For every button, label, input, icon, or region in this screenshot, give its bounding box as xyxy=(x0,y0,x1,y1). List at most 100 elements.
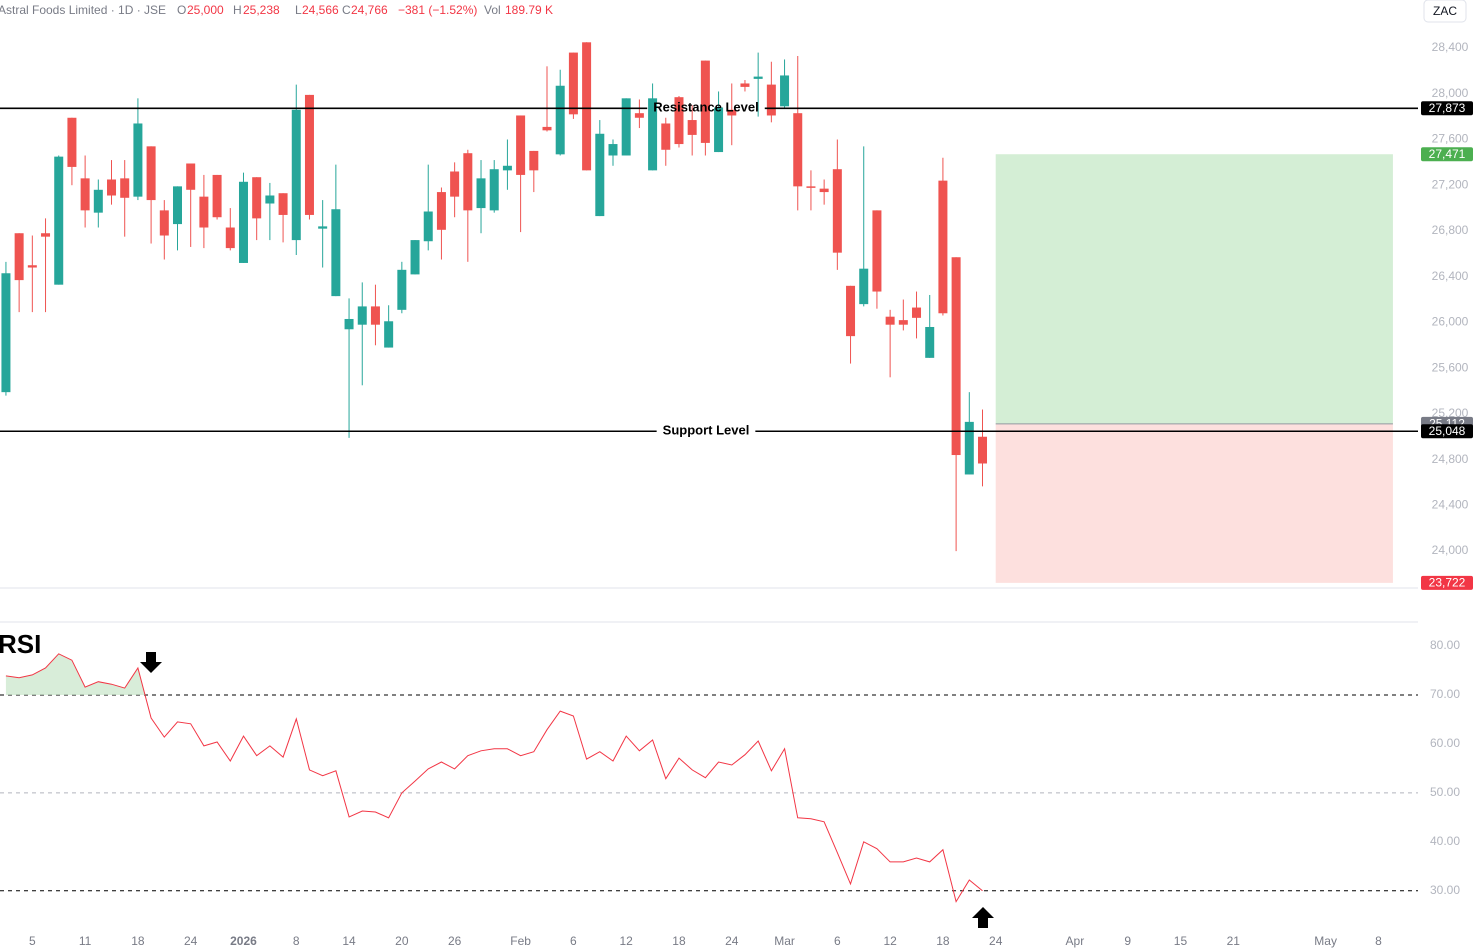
rsi-tick-label: 40.00 xyxy=(1430,834,1460,848)
y-tick-label: 24,400 xyxy=(1432,498,1469,512)
candle-body xyxy=(133,123,143,197)
candle-body xyxy=(291,109,301,241)
candle-body xyxy=(1,273,11,393)
candle-body xyxy=(951,257,961,456)
currency[interactable]: ZAC xyxy=(1433,4,1457,18)
candle-body xyxy=(41,233,51,237)
candle-body xyxy=(14,233,24,281)
candle-body xyxy=(423,211,433,242)
x-tick-label: 21 xyxy=(1227,934,1241,948)
candle-body xyxy=(67,117,77,167)
price-tag xyxy=(1421,147,1473,162)
candle-body xyxy=(661,123,671,150)
close: 24,766 xyxy=(351,3,388,17)
x-tick-label: Mar xyxy=(774,934,795,948)
open: 25,000 xyxy=(187,3,224,17)
candle-body xyxy=(331,209,341,297)
rsi-tick-label: 70.00 xyxy=(1430,687,1460,701)
candle-body xyxy=(674,97,684,145)
overlays: Resistance Level Support Level xyxy=(0,100,1418,438)
level-label: Resistance Level xyxy=(653,100,759,115)
candle-body xyxy=(476,178,486,209)
y-tick-label: 26,400 xyxy=(1432,269,1469,283)
candle-body xyxy=(252,177,262,219)
candle-body xyxy=(846,285,856,337)
candle-body xyxy=(898,320,908,325)
price-tag-label: 23,722 xyxy=(1429,576,1466,590)
candle-body xyxy=(859,268,869,305)
candle-body xyxy=(806,186,816,188)
price-tag-label: 27,471 xyxy=(1429,147,1466,161)
candle-body xyxy=(120,178,130,198)
candle-body xyxy=(463,153,473,211)
candle-body xyxy=(516,115,526,175)
candle-body xyxy=(780,75,790,107)
candle-body xyxy=(146,146,156,201)
candle-body xyxy=(582,42,592,171)
rsi-tick-label: 80.00 xyxy=(1430,638,1460,652)
l-label: L xyxy=(295,3,302,17)
arrow-up xyxy=(972,907,994,928)
y-tick-label: 24,000 xyxy=(1432,543,1469,557)
volume: 189.79 K xyxy=(505,3,553,17)
candle-body xyxy=(621,98,631,156)
candle-body xyxy=(410,240,420,275)
price-tag xyxy=(1421,101,1473,116)
candle-body xyxy=(225,227,235,249)
candle-body xyxy=(489,169,499,211)
x-tick-label: 24 xyxy=(184,934,198,948)
candle-body xyxy=(595,133,605,217)
candle-body xyxy=(753,76,763,79)
candles xyxy=(1,42,988,552)
candle-body xyxy=(436,192,446,230)
rsi-title: RSI xyxy=(0,629,41,659)
candle-body xyxy=(186,163,196,190)
price-tag-label: 27,873 xyxy=(1429,101,1466,115)
candle-body xyxy=(265,195,275,204)
y-tick-label: 26,800 xyxy=(1432,223,1469,237)
candle-body xyxy=(978,436,988,464)
y-tick-label: 25,600 xyxy=(1432,360,1469,374)
candle-body xyxy=(159,210,169,236)
candle-body xyxy=(357,306,367,325)
price-tag xyxy=(1421,424,1473,439)
candle-body xyxy=(370,306,380,325)
candle-body xyxy=(80,178,90,211)
y-tick-label: 26,000 xyxy=(1432,315,1469,329)
rsi-tick-label: 30.00 xyxy=(1430,883,1460,897)
candle-body xyxy=(172,186,182,225)
candle-body xyxy=(832,169,842,253)
arrow-down xyxy=(140,652,162,673)
candle-body xyxy=(925,326,935,358)
x-tick-label: 18 xyxy=(672,934,686,948)
candle-body xyxy=(502,165,512,171)
rsi-tick-label: 60.00 xyxy=(1430,736,1460,750)
x-tick-label: 8 xyxy=(293,934,300,948)
candle-body xyxy=(529,150,539,171)
candle-body xyxy=(568,52,578,115)
candle-body xyxy=(608,144,618,156)
x-tick-label: 18 xyxy=(131,934,145,948)
candle-body xyxy=(938,180,948,314)
candle-body xyxy=(793,113,803,187)
x-tick-label: 5 xyxy=(29,934,36,948)
change: −381 (−1.52%) xyxy=(398,3,477,17)
rsi-tick-label: 50.00 xyxy=(1430,785,1460,799)
y-tick-label: 28,000 xyxy=(1432,86,1469,100)
x-tick-label: 12 xyxy=(883,934,897,948)
currency-box[interactable] xyxy=(1423,0,1467,23)
y-tick-label: 25,200 xyxy=(1432,406,1469,420)
x-tick-label: 8 xyxy=(1375,934,1382,948)
candle-body xyxy=(238,181,248,263)
candle-body xyxy=(27,265,37,268)
currency-button[interactable]: ZAC xyxy=(1423,0,1467,23)
level-label: Support Level xyxy=(663,423,750,438)
candle-body xyxy=(819,188,829,193)
x-tick-label: Feb xyxy=(510,934,531,948)
candle-body xyxy=(727,109,737,116)
target-zone xyxy=(995,154,1393,424)
candle-body xyxy=(318,226,328,229)
x-tick-label: May xyxy=(1314,934,1337,948)
y-tick-label: 28,400 xyxy=(1432,40,1469,54)
candle-body xyxy=(212,174,222,218)
